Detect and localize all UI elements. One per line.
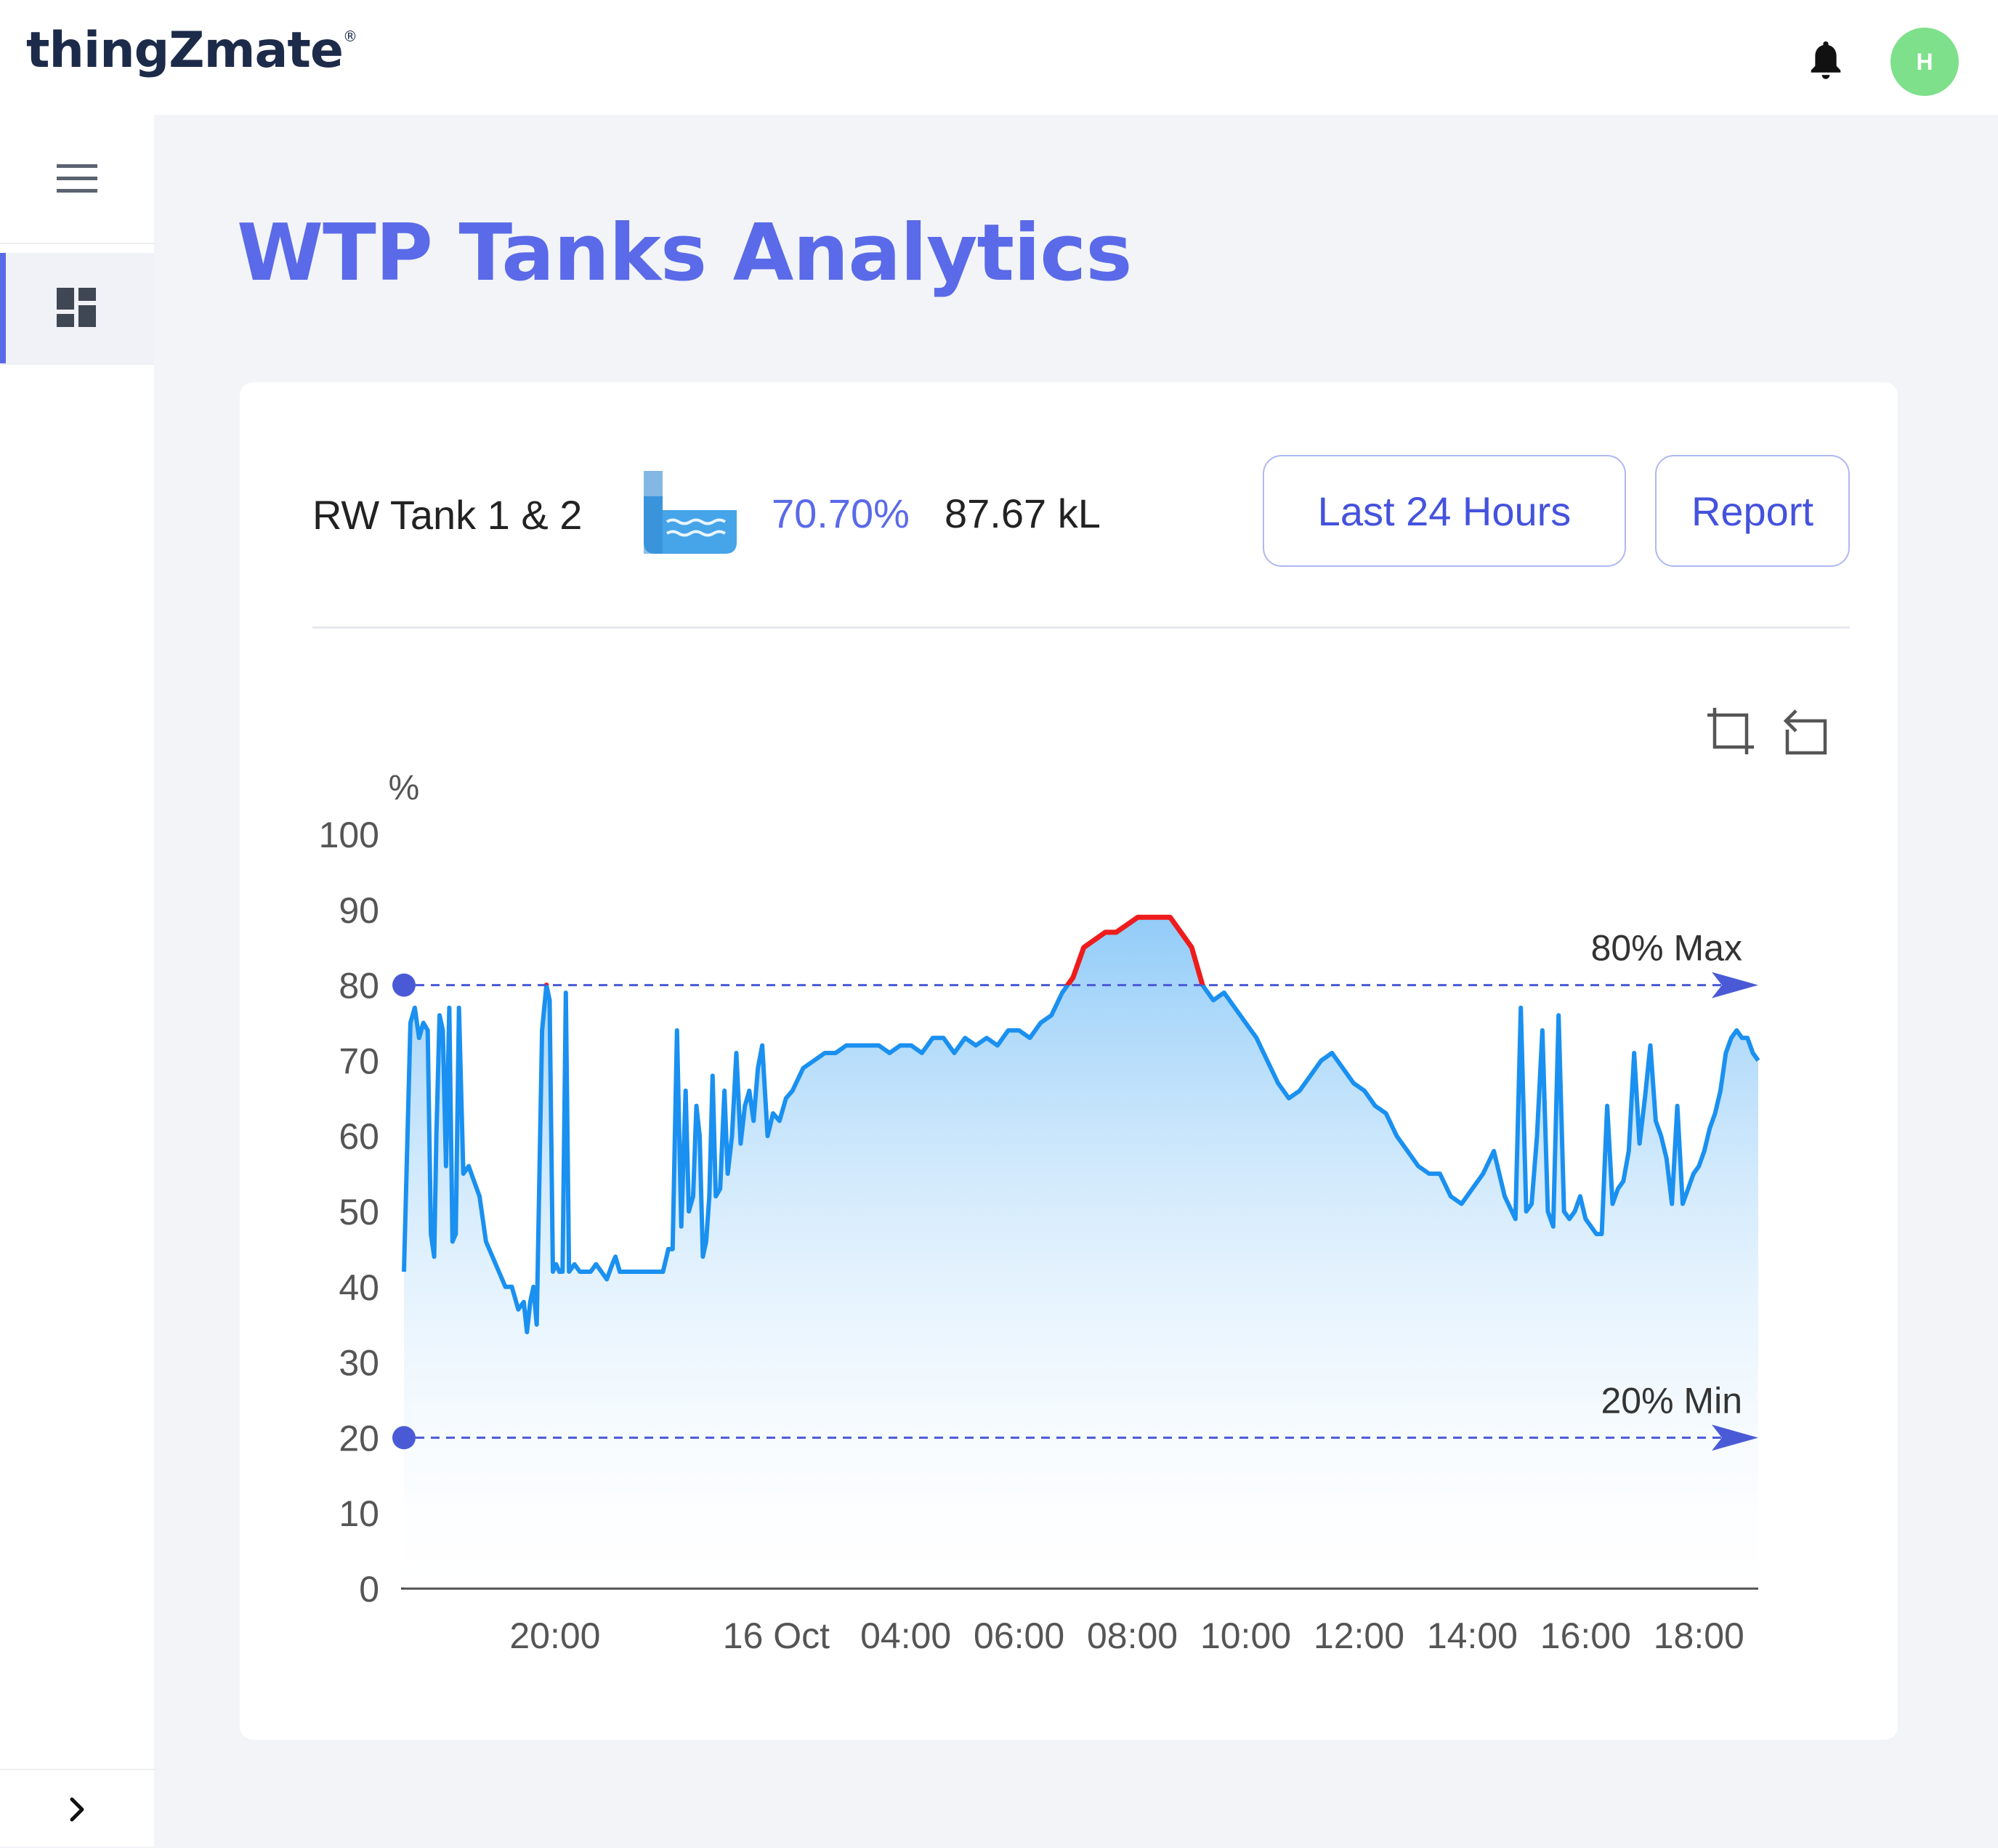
threshold-marker [392,1426,416,1450]
x-axis: 20:00 16 Oct 04:00 06:00 08:00 10:00 12:00 14:0… [401,1587,1758,1656]
y-tick-label: 20 [339,1418,379,1458]
active-indicator [0,253,6,363]
sidebar-item-dashboard[interactable] [0,253,154,365]
x-tick-label: 16:00 [1540,1615,1631,1656]
logo-registered-mark: ® [342,28,357,45]
logo-text: thingZmate [26,22,344,79]
y-axis: 0 10 20 30 40 50 60 70 80 90 100% [319,769,420,1610]
series-line [402,915,1760,1335]
y-tick-label: 90 [339,890,379,931]
series-area [404,917,1758,1589]
y-tick-label: 60 [339,1116,379,1157]
y-tick-label: 70 [339,1041,379,1081]
page-title: WTP Tanks Analytics [237,208,1132,299]
x-tick-label: 20:00 [509,1615,600,1656]
time-range-button[interactable]: Last 24 Hours [1263,455,1626,567]
chevron-right-icon [70,1797,84,1821]
tank-analytics-card: RW Tank 1 & 2 70.70% 87.67 kL Last 24 Ho… [240,382,1898,1740]
x-tick-label: 06:00 [974,1615,1064,1656]
bell-icon[interactable] [1806,38,1845,84]
zoom-reset-icon[interactable] [1780,705,1832,757]
y-tick-label: 50 [339,1192,379,1232]
tank-level-chart[interactable]: 0 10 20 30 40 50 60 70 80 90 100% 20:00 16 Oct 04:00… [240,382,1898,1740]
dashboard-icon [57,288,96,327]
y-tick-label: 40 [339,1267,379,1308]
y-unit-label: % [389,769,420,807]
x-tick-label: 10:00 [1200,1615,1291,1656]
app-logo[interactable]: thingZmate® [26,22,357,79]
x-tick-label: 08:00 [1087,1615,1178,1656]
threshold-arrow [1712,1424,1758,1451]
avatar-initial: H [1916,48,1933,75]
water-tank-icon [644,471,737,554]
card-divider [312,626,1850,629]
sidebar [0,115,154,1847]
tank-fill-percent: 70.70% [772,491,910,536]
threshold-arrow [1712,972,1758,998]
x-tick-label: 14:00 [1427,1615,1518,1656]
threshold-lines: 80% Max 20% Min [392,928,1758,1451]
y-tick-label: 80 [339,966,379,1006]
y-tick-label: 10 [339,1493,379,1534]
report-button[interactable]: Report [1655,455,1850,567]
menu-toggle-button[interactable] [0,115,154,244]
x-tick-label: 04:00 [860,1615,951,1656]
hamburger-menu-icon [57,164,97,193]
avatar[interactable]: H [1890,28,1959,96]
zoom-area-icon[interactable] [1704,705,1757,757]
y-tick-label: 30 [339,1343,379,1384]
threshold-label: 20% Min [1601,1380,1742,1421]
x-tick-label: 16 Oct [723,1615,830,1656]
sidebar-collapse-button[interactable] [0,1769,154,1848]
tank-name: RW Tank 1 & 2 [312,492,583,538]
y-tick-label: 0 [359,1569,379,1610]
y-tick-label: 100 [319,815,379,855]
tank-volume: 87.67 kL [945,491,1101,536]
threshold-label: 80% Max [1591,928,1742,969]
x-tick-label: 12:00 [1314,1615,1404,1656]
threshold-marker [392,973,416,997]
top-bar: thingZmate® H [0,0,1998,115]
x-tick-label: 18:00 [1654,1615,1744,1656]
